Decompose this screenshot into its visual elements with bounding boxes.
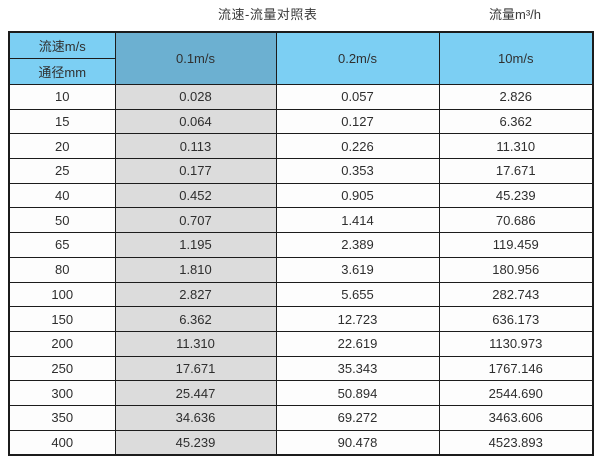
table-body: 10 0.028 0.057 2.826 15 0.064 0.127 6.36… xyxy=(8,84,594,456)
flow-value-0-2ms-cell: 12.723 xyxy=(275,306,440,332)
flow-value-10ms-cell: 4523.893 xyxy=(438,429,594,456)
table-row: 50 0.707 1.414 70.686 xyxy=(8,207,594,234)
flow-value-0-1ms-cell: 45.239 xyxy=(114,429,277,456)
column-header-0-2ms: 0.2m/s xyxy=(275,31,440,85)
table-row: 100 2.827 5.655 282.743 xyxy=(8,281,594,308)
flow-value-0-2ms-cell: 50.894 xyxy=(275,380,440,406)
table-row: 25 0.177 0.353 17.671 xyxy=(8,158,594,184)
flow-value-0-2ms-cell: 22.619 xyxy=(275,330,440,357)
diameter-cell: 25 xyxy=(8,158,116,184)
flow-value-0-1ms-cell: 0.064 xyxy=(114,108,277,135)
flow-value-0-1ms-cell: 11.310 xyxy=(114,330,277,357)
table-row: 40 0.452 0.905 45.239 xyxy=(8,182,594,209)
flow-value-0-2ms-cell: 35.343 xyxy=(275,355,440,382)
flow-value-10ms-cell: 6.362 xyxy=(438,108,594,135)
diameter-label-cell: 通径mm xyxy=(8,58,116,85)
diameter-cell: 80 xyxy=(8,256,116,283)
flow-value-10ms-cell: 2.826 xyxy=(438,84,594,110)
flow-value-0-1ms-cell: 0.028 xyxy=(114,84,277,110)
diameter-cell: 10 xyxy=(8,84,116,110)
flow-rate-unit-label: 流量m³/h xyxy=(489,7,542,22)
diameter-cell: 250 xyxy=(8,355,116,382)
diameter-cell: 20 xyxy=(8,133,116,160)
diameter-cell: 400 xyxy=(8,429,116,456)
flow-value-10ms-cell: 3463.606 xyxy=(438,404,594,431)
flow-value-10ms-cell: 70.686 xyxy=(438,207,594,234)
diameter-cell: 200 xyxy=(8,330,116,357)
column-header-0-1ms: 0.1m/s xyxy=(114,31,277,85)
flow-value-0-1ms-cell: 1.195 xyxy=(114,232,277,258)
flow-value-0-2ms-cell: 69.272 xyxy=(275,404,440,431)
flow-value-0-1ms-cell: 0.452 xyxy=(114,182,277,209)
flow-value-0-1ms-cell: 34.636 xyxy=(114,404,277,431)
table-row: 10 0.028 0.057 2.826 xyxy=(8,84,594,110)
table-header: 流速m/s 0.1m/s 0.2m/s 10m/s 通径mm xyxy=(8,31,594,85)
diameter-cell: 150 xyxy=(8,306,116,332)
table-row: 20 0.113 0.226 11.310 xyxy=(8,133,594,160)
table-row: 200 11.310 22.619 1130.973 xyxy=(8,330,594,357)
table-row: 400 45.239 90.478 4523.893 xyxy=(8,429,594,456)
flow-value-10ms-cell: 1130.973 xyxy=(438,330,594,357)
flow-value-0-1ms-cell: 0.177 xyxy=(114,158,277,184)
flow-value-0-1ms-cell: 25.447 xyxy=(114,380,277,406)
flow-value-10ms-cell: 17.671 xyxy=(438,158,594,184)
flow-value-10ms-cell: 636.173 xyxy=(438,306,594,332)
flow-value-10ms-cell: 2544.690 xyxy=(438,380,594,406)
flow-value-0-1ms-cell: 2.827 xyxy=(114,281,277,308)
flow-value-10ms-cell: 11.310 xyxy=(438,133,594,160)
header-row-diameter: 通径mm xyxy=(8,58,593,85)
diameter-cell: 100 xyxy=(8,281,116,308)
flow-value-10ms-cell: 282.743 xyxy=(438,281,594,308)
table-row: 300 25.447 50.894 2544.690 xyxy=(8,380,594,406)
header-row-velocity: 流速m/s 0.1m/s 0.2m/s 10m/s xyxy=(8,31,594,85)
column-header-10ms: 10m/s xyxy=(438,31,594,85)
flow-value-0-1ms-cell: 0.113 xyxy=(114,133,277,160)
table-row: 65 1.195 2.389 119.459 xyxy=(8,232,594,258)
diameter-cell: 65 xyxy=(8,232,116,258)
flow-value-10ms-cell: 1767.146 xyxy=(438,355,594,382)
flow-value-10ms-cell: 180.956 xyxy=(438,256,594,283)
diameter-cell: 300 xyxy=(8,380,116,406)
flow-value-0-1ms-cell: 6.362 xyxy=(114,306,277,332)
diameter-cell: 350 xyxy=(8,404,116,431)
flow-value-10ms-cell: 45.239 xyxy=(438,182,594,209)
flow-value-0-2ms-cell: 1.414 xyxy=(275,207,440,234)
flow-value-0-2ms-cell: 0.353 xyxy=(275,158,440,184)
flow-value-0-2ms-cell: 0.127 xyxy=(275,108,440,135)
flow-value-10ms-cell: 119.459 xyxy=(438,232,594,258)
table-row: 250 17.671 35.343 1767.146 xyxy=(8,355,594,382)
flow-value-0-2ms-cell: 3.619 xyxy=(275,256,440,283)
flow-value-0-2ms-cell: 0.226 xyxy=(275,133,440,160)
flow-value-0-2ms-cell: 0.057 xyxy=(275,84,440,110)
table-row: 350 34.636 69.272 3463.606 xyxy=(8,404,594,431)
flow-value-0-1ms-cell: 17.671 xyxy=(114,355,277,382)
flow-value-0-1ms-cell: 1.810 xyxy=(114,256,277,283)
table-row: 80 1.810 3.619 180.956 xyxy=(8,256,594,283)
flow-value-0-2ms-cell: 2.389 xyxy=(275,232,440,258)
flow-value-0-2ms-cell: 90.478 xyxy=(275,429,440,456)
flow-value-0-1ms-cell: 0.707 xyxy=(114,207,277,234)
diameter-cell: 40 xyxy=(8,182,116,209)
table-title: 流速-流量对照表 xyxy=(218,7,318,22)
diameter-cell: 15 xyxy=(8,108,116,135)
flow-value-0-2ms-cell: 0.905 xyxy=(275,182,440,209)
table-row: 15 0.064 0.127 6.362 xyxy=(8,108,594,135)
flow-value-0-2ms-cell: 5.655 xyxy=(275,281,440,308)
diameter-cell: 50 xyxy=(8,207,116,234)
velocity-label-cell: 流速m/s xyxy=(8,31,116,59)
flow-rate-table: 流速m/s 0.1m/s 0.2m/s 10m/s 通径mm 10 0.028 … xyxy=(8,31,594,457)
table-row: 150 6.362 12.723 636.173 xyxy=(8,306,594,332)
